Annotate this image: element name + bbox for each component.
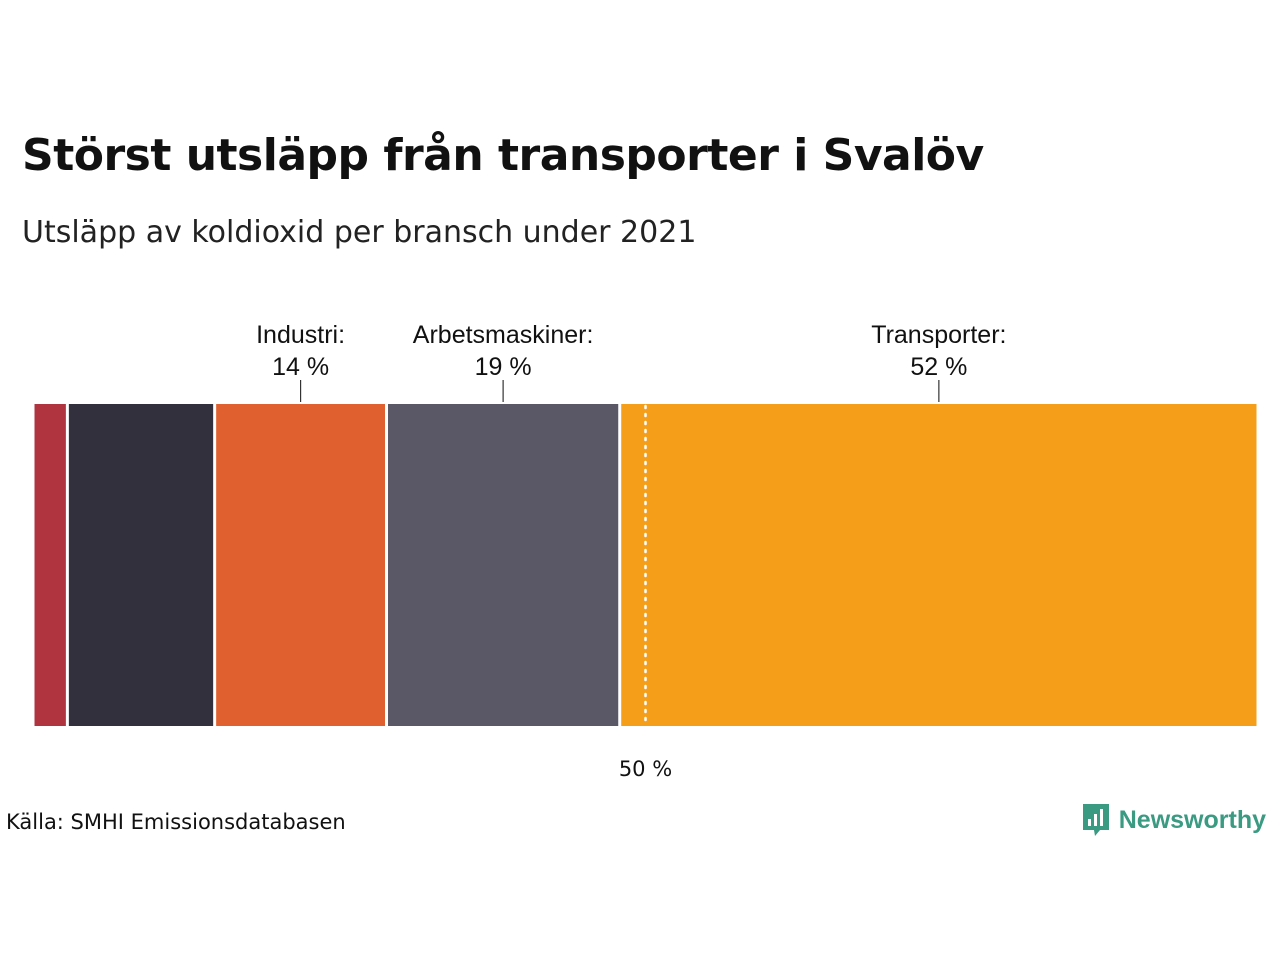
label-layer: Industri: 14 % Arbetsmaskiner: 19 % Transpor…	[256, 321, 1006, 781]
bar-layer	[34, 404, 1257, 726]
chart-title: Störst utsläpp från transporter i Svalöv	[22, 130, 984, 181]
stacked-bar-chart: Industri: 14 % Arbetsmaskiner: 19 % Transpor…	[34, 321, 1257, 781]
segment-label-3: Industri:	[256, 321, 345, 349]
source-note: Källa: SMHI Emissionsdatabasen	[6, 810, 346, 834]
segment-value-label-4: 19 %	[475, 353, 532, 381]
bar-segment-2	[68, 404, 214, 726]
segment-label-5: Transporter:	[871, 321, 1006, 349]
chart-subtitle: Utsläpp av koldioxid per bransch under 2…	[22, 215, 697, 250]
brand-name: Newsworthy	[1118, 805, 1266, 834]
segment-value-label-3: 14 %	[272, 353, 329, 381]
bar-segment-5	[621, 404, 1257, 726]
newsworthy-logo-icon	[1082, 804, 1109, 836]
reference-line-label: 50 %	[619, 757, 672, 781]
bar-segment-1	[34, 404, 66, 726]
bar-segment-3	[216, 404, 385, 726]
segment-label-4: Arbetsmaskiner:	[413, 321, 594, 349]
bar-segment-4	[388, 404, 619, 726]
brand-logo[interactable]: Newsworthy	[1081, 802, 1266, 838]
segment-value-label-5: 52 %	[910, 353, 967, 381]
